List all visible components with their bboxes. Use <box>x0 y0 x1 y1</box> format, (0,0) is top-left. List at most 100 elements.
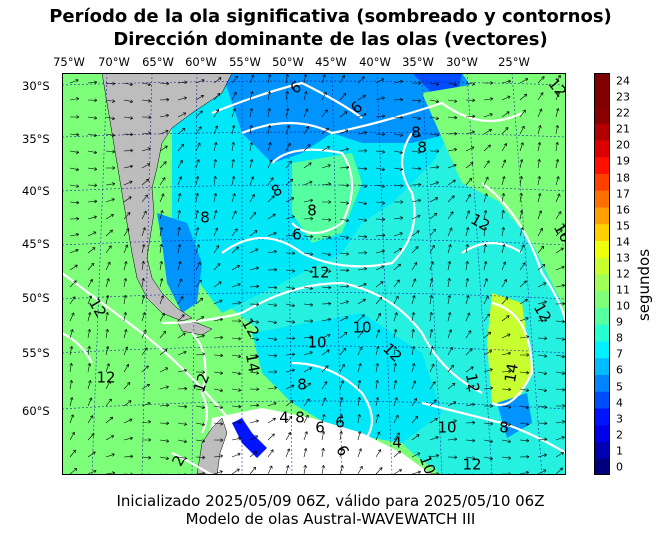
wave-vector <box>105 398 112 407</box>
wave-vector <box>141 347 148 356</box>
wave-vector <box>105 149 116 154</box>
wave-vector <box>519 78 529 84</box>
wave-vector <box>141 329 147 339</box>
wave-vector <box>159 129 169 135</box>
wave-vector <box>105 198 115 203</box>
wave-vector <box>177 314 185 322</box>
wave-vector <box>105 166 116 170</box>
wave-vector <box>429 244 435 254</box>
wave-vector <box>267 74 272 84</box>
wave-vector <box>123 196 132 203</box>
shading-period-8-shelf <box>157 213 202 313</box>
wave-vector <box>465 420 476 425</box>
wave-vector <box>447 419 457 424</box>
colorbar-cell <box>594 106 610 124</box>
wave-vector <box>69 217 80 221</box>
wave-vector <box>357 218 368 222</box>
wave-vector <box>411 380 417 390</box>
wave-vector <box>231 210 237 220</box>
wave-vector <box>465 162 474 169</box>
wave-vector <box>555 158 560 169</box>
wave-vector <box>69 414 74 424</box>
colorbar-tick-label: 14 <box>616 235 630 249</box>
wave-vector <box>339 268 350 272</box>
contour-label: 4 <box>392 434 402 452</box>
wave-vector <box>322 200 332 204</box>
wave-vector <box>519 438 530 443</box>
wave-vector <box>285 125 290 135</box>
wave-vector <box>303 319 314 323</box>
wave-vector <box>285 320 296 324</box>
wave-vector <box>87 116 98 120</box>
footer-line-1: Inicializado 2025/05/09 06Z, válido para… <box>116 492 545 510</box>
wave-vector <box>285 251 296 255</box>
colorbar-cell <box>594 156 610 174</box>
wave-vector <box>69 184 80 188</box>
wave-vector <box>267 337 278 341</box>
wave-vector <box>105 435 115 441</box>
colorbar-tick-label: 19 <box>616 154 630 168</box>
wave-vector <box>375 233 386 238</box>
wave-vector <box>267 353 278 358</box>
shading-period-9-south <box>252 313 442 443</box>
wave-vector <box>105 278 110 288</box>
wave-vector <box>555 283 566 288</box>
wave-vector <box>357 184 368 188</box>
map-frame <box>62 73 566 475</box>
wave-vector <box>555 229 563 237</box>
wave-vector <box>393 79 404 84</box>
wave-vector <box>537 318 548 323</box>
wave-vector <box>357 298 366 305</box>
colorbar-cell <box>594 424 610 442</box>
wave-vector <box>537 245 545 254</box>
wave-vector <box>447 131 458 136</box>
wave-vector <box>483 404 494 408</box>
wave-vector <box>429 311 433 322</box>
wave-vector <box>159 161 167 169</box>
colorbar-tick-label: 6 <box>616 363 623 377</box>
wave-vector <box>159 312 165 322</box>
wave-vector <box>375 396 380 407</box>
wave-vector <box>357 379 362 390</box>
wave-vector <box>411 434 420 441</box>
colorbar-tick-label: 3 <box>616 412 623 426</box>
wave-vector <box>465 277 470 288</box>
wave-vector <box>87 247 96 254</box>
wave-vector <box>339 332 348 339</box>
wave-vector <box>375 431 381 441</box>
wave-vector <box>393 216 404 220</box>
footer-line-2: Modelo de olas Austral-WAVEWATCH III <box>185 510 476 528</box>
wave-vector <box>159 193 165 203</box>
wave-vector <box>321 464 325 475</box>
wave-vector <box>213 281 222 288</box>
wave-vector <box>141 402 151 407</box>
wave-vector <box>465 260 469 271</box>
wave-vector <box>177 278 183 288</box>
wave-vector <box>519 370 530 375</box>
wave-vector <box>339 347 346 356</box>
colorbar-tick-label: 9 <box>616 315 623 329</box>
wave-vector <box>123 382 131 390</box>
wave-vector <box>105 116 116 121</box>
wave-vector <box>339 183 350 188</box>
wave-vector <box>69 97 80 101</box>
wave-vector <box>483 129 492 135</box>
longitude-tick-label: 40°W <box>359 55 391 69</box>
longitude-tick-label: 50°W <box>272 55 304 69</box>
wave-vector <box>159 349 168 356</box>
wave-vector <box>285 197 295 203</box>
latitude-tick-label: 45°S <box>22 237 50 251</box>
wave-vector <box>159 439 170 443</box>
contour-label: 10 <box>307 334 326 352</box>
wave-vector <box>195 110 203 118</box>
wave-vector <box>213 109 219 118</box>
longitude-tick-label: 65°W <box>142 55 174 69</box>
wave-vector <box>429 454 440 458</box>
colorbar-cell <box>594 458 610 475</box>
wave-vector <box>69 397 74 407</box>
wave-vector <box>195 142 201 152</box>
wave-vector <box>69 468 78 475</box>
wave-vector <box>87 231 97 237</box>
wave-vector <box>177 226 181 237</box>
wave-vector <box>285 286 296 290</box>
